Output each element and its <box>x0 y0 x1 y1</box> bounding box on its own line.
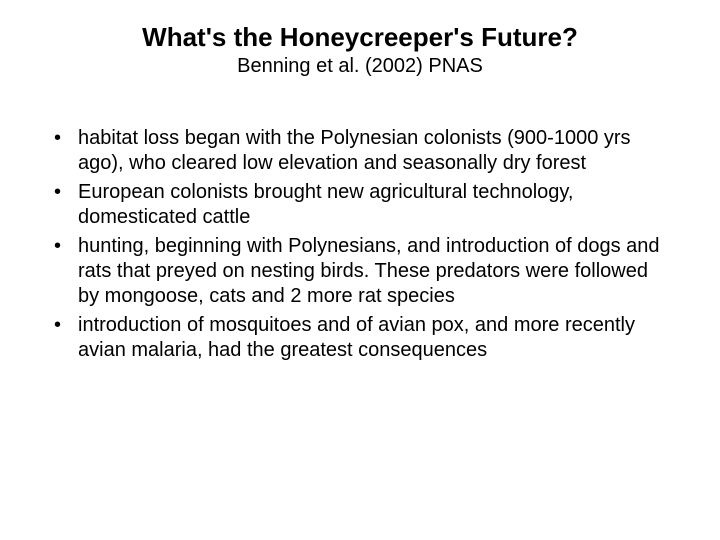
slide-title: What's the Honeycreeper's Future? <box>0 0 720 53</box>
slide-subtitle: Benning et al. (2002) PNAS <box>0 55 720 78</box>
bullet-list: habitat loss began with the Polynesian c… <box>50 126 670 363</box>
list-item: European colonists brought new agricultu… <box>50 180 670 230</box>
list-item: introduction of mosquitoes and of avian … <box>50 313 670 363</box>
slide: What's the Honeycreeper's Future? Bennin… <box>0 0 720 540</box>
list-item: habitat loss began with the Polynesian c… <box>50 126 670 176</box>
list-item: hunting, beginning with Polynesians, and… <box>50 234 670 309</box>
